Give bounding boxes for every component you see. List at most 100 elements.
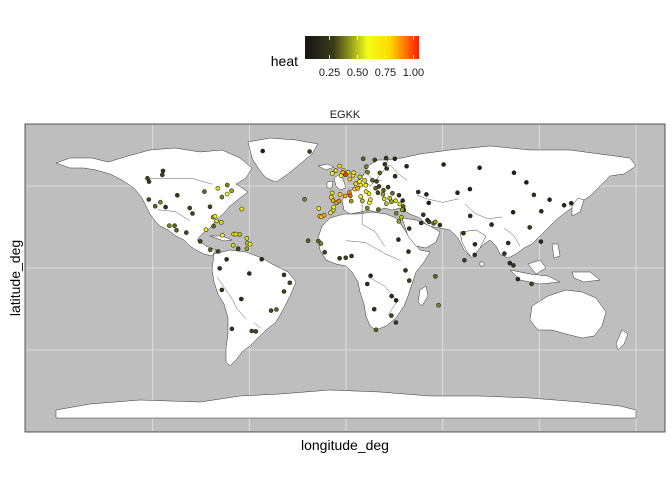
airport-point [370, 177, 375, 183]
greenland-land [247, 137, 319, 183]
airport-point [472, 252, 478, 258]
legend-tick-label: 1.00 [403, 67, 424, 79]
airport-point [212, 213, 218, 219]
airport-point [340, 170, 346, 175]
airport-point [211, 223, 216, 229]
airport-point [406, 226, 412, 231]
airport-point [287, 280, 293, 286]
airport-point [397, 201, 403, 207]
airport-point [384, 166, 390, 171]
airport-point [322, 250, 328, 255]
legend-tick-label: 0.75 [375, 67, 396, 79]
airport-point [467, 186, 473, 192]
airport-point [392, 156, 398, 162]
airport-point [219, 287, 225, 293]
airport-point [507, 260, 513, 266]
airport-point [568, 201, 574, 206]
airport-point [393, 198, 398, 204]
airport-point [351, 170, 357, 175]
airport-point [376, 207, 381, 212]
border-line [157, 209, 190, 221]
airport-point [253, 329, 259, 334]
airport-point [208, 247, 213, 253]
airport-point [219, 194, 225, 200]
airport-point [502, 251, 507, 256]
legend-tick-label: 0.25 [319, 67, 340, 79]
airport-point [337, 163, 342, 169]
airport-point [347, 193, 353, 199]
airport-point [220, 232, 225, 238]
japan-land [571, 197, 585, 217]
airport-point [455, 190, 460, 195]
airport-point [467, 213, 473, 219]
airport-point [260, 148, 266, 154]
airport-point [333, 168, 339, 173]
airport-point [197, 239, 203, 244]
airport-point [420, 212, 426, 218]
x-axis-label: longitude_deg [301, 437, 389, 453]
airport-point [432, 219, 438, 225]
airport-point [281, 289, 287, 294]
airport-point [175, 193, 180, 198]
airport-point [329, 171, 335, 176]
airport-point [347, 176, 353, 182]
airport-point [244, 246, 250, 251]
ireland-land [326, 180, 334, 189]
airport-point [353, 181, 359, 187]
antarctica-land [55, 389, 637, 419]
airport-point [373, 185, 378, 191]
airport-point [230, 242, 236, 248]
airport-point [406, 249, 411, 254]
madagascar-land [417, 285, 429, 307]
airport-point [403, 268, 408, 273]
iceland-land [317, 163, 335, 171]
airport-point [358, 194, 364, 199]
airport-point [538, 239, 544, 244]
airport-point [360, 198, 365, 204]
airport-point [477, 165, 482, 171]
airport-point [373, 327, 379, 333]
airport-point [233, 231, 239, 237]
airport-point [207, 204, 213, 210]
airport-point [224, 191, 230, 197]
airport-point [415, 189, 421, 195]
airport-point [343, 172, 349, 178]
airport-point [371, 306, 377, 312]
airport-point [515, 276, 521, 282]
airport-point [396, 219, 402, 224]
airport-point [167, 223, 172, 228]
airport-point [505, 240, 511, 246]
facet-title: EGKK [330, 109, 361, 121]
airport-point [381, 196, 387, 202]
airport-point [524, 180, 529, 185]
airport-point [358, 182, 364, 188]
airport-point [237, 232, 242, 237]
airport-point [247, 271, 252, 276]
airport-point [244, 236, 250, 241]
airport-point [318, 241, 324, 246]
airport-point [396, 193, 402, 198]
australia-land [529, 289, 607, 339]
airport-point [215, 186, 221, 191]
airport-point [343, 255, 349, 261]
airport-point [225, 182, 230, 188]
airport-point [374, 179, 379, 184]
airport-point [330, 198, 336, 203]
airport-point [362, 178, 368, 183]
airport-point [281, 272, 287, 278]
airport-point [239, 296, 244, 302]
airport-point [259, 256, 265, 262]
airport-point [184, 230, 189, 235]
border-line [384, 163, 408, 181]
country-borders [144, 163, 521, 329]
airport-point [511, 170, 517, 175]
airport-point [527, 225, 533, 230]
airport-point [387, 195, 393, 201]
airport-point [399, 214, 404, 220]
airport-point [389, 313, 394, 318]
caribbean-land [209, 235, 233, 242]
airport-point [368, 273, 373, 279]
airport-point [367, 197, 373, 202]
airport-point [174, 228, 179, 233]
